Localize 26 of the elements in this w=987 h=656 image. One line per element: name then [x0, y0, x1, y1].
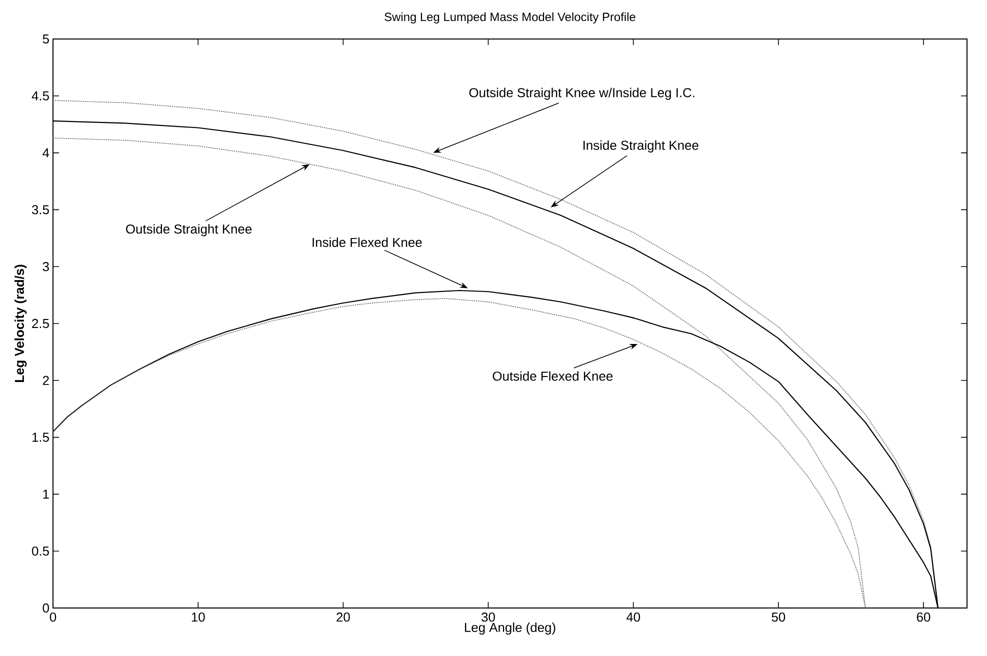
y-tick-label: 2 — [42, 376, 49, 385]
x-tick-label: 30 — [482, 612, 495, 622]
x-axis-title: Leg Angle (deg) — [464, 622, 556, 635]
y-tick-label: 5 — [42, 34, 49, 44]
annotation: Outside Straight Knee — [126, 224, 252, 236]
chart-title: Swing Leg Lumped Mass Model Velocity Profile — [384, 12, 636, 24]
y-tick-label: 0 — [42, 603, 49, 613]
y-tick-label: 1 — [43, 490, 49, 499]
annotation: Outside Straight Knee w/Inside Leg I.C. — [469, 88, 694, 100]
y-tick-label: 3.5 — [32, 205, 49, 214]
y-tick-label: 3 — [42, 262, 49, 272]
x-tick-label: 10 — [192, 612, 205, 622]
annotation: Inside Straight Knee — [584, 140, 698, 152]
x-tick-label: 60 — [916, 612, 930, 622]
x-tick-label: 50 — [772, 612, 786, 622]
y-tick-label: 0.5 — [32, 546, 49, 556]
x-tick-label: 40 — [626, 612, 640, 622]
y-tick-label: 1.5 — [32, 432, 49, 442]
y-tick-label: 2.5 — [32, 318, 49, 328]
y-tick-label: 4.5 — [32, 91, 49, 100]
x-tick-label: 20 — [336, 612, 350, 622]
annotation: Outside Flexed Knee — [492, 371, 613, 381]
annotation: Inside Flexed Knee — [312, 237, 422, 247]
y-axis-title: Leg Velocity (rad/s) — [14, 264, 27, 382]
y-tick-label: 4 — [42, 148, 50, 158]
x-tick-label: 0 — [50, 612, 56, 622]
